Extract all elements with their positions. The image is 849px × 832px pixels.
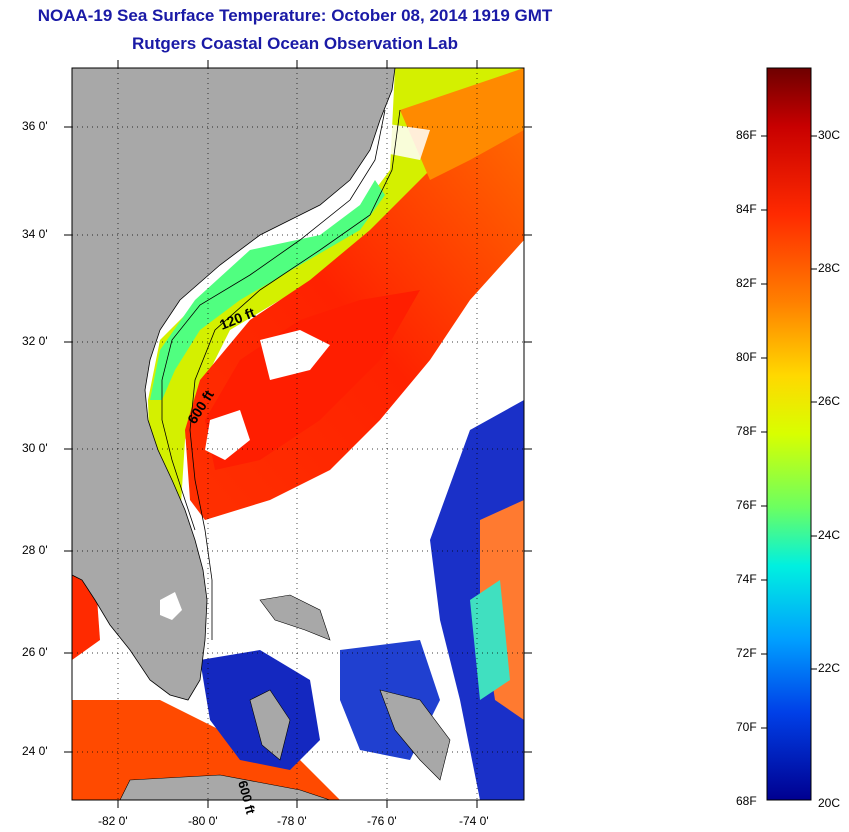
colorbar-f-label: 68F: [736, 794, 757, 808]
axis-ticks: [64, 60, 532, 808]
land-lake: [160, 592, 182, 620]
sst-east-cyan: [470, 580, 510, 700]
colorbar-f-label: 78F: [736, 424, 757, 438]
colorbar-gradient: [766, 67, 812, 801]
colorbar-f-label: 86F: [736, 128, 757, 142]
lon-label: -80 0': [188, 814, 218, 828]
colorbar-c-label: 24C: [818, 528, 841, 542]
lon-label: -76 0': [367, 814, 397, 828]
sst-warm-core: [205, 290, 420, 470]
colorbar-f-label: 84F: [736, 202, 757, 216]
lon-label: -78 0': [277, 814, 307, 828]
colorbar-f-label: 82F: [736, 276, 757, 290]
land-cuba: [119, 774, 331, 800]
sst-keys-warm: [72, 700, 340, 800]
lat-label: 26 0': [22, 645, 48, 659]
cloud-gap: [205, 410, 250, 460]
colorbar-c-label: 28C: [818, 261, 841, 275]
colorbar-c-label: 26C: [818, 394, 841, 408]
isobath-600ft: [189, 109, 401, 640]
colorbar-f-label: 70F: [736, 720, 757, 734]
colorbar-f-label: 80F: [736, 350, 757, 364]
lon-label: -82 0': [98, 814, 128, 828]
land-bahamas: [259, 594, 331, 641]
colorbar-f-label: 76F: [736, 498, 757, 512]
graticule: [72, 68, 524, 800]
colorbar-c-label: 30C: [818, 128, 841, 142]
lat-label: 36 0': [22, 119, 48, 133]
cloud-gap: [360, 120, 430, 160]
lat-label: 34 0': [22, 227, 48, 241]
sst-offshore-orange: [400, 68, 524, 180]
land-bahamas: [249, 689, 291, 761]
colorbar-ticks: [761, 135, 817, 729]
sst-coastal-green: [150, 180, 385, 400]
isobath-120ft: [161, 109, 386, 531]
colorbar-f-label: 74F: [736, 572, 757, 586]
map-subtitle: Rutgers Coastal Ocean Observation Lab: [132, 34, 458, 53]
colorbar-f-label: 72F: [736, 646, 757, 660]
colorbar-c-label: 20C: [818, 796, 841, 810]
lon-label: -74 0': [459, 814, 489, 828]
cloud-gap: [260, 330, 330, 380]
lat-label: 30 0': [22, 441, 48, 455]
land-us-coast: [72, 68, 396, 701]
lat-label: 24 0': [22, 744, 48, 758]
colorbar-c-label: 22C: [818, 661, 841, 675]
map-title: NOAA-19 Sea Surface Temperature: October…: [37, 6, 553, 25]
lat-label: 32 0': [22, 334, 48, 348]
land-bahamas: [379, 689, 451, 781]
map-frame: [71, 67, 525, 801]
lat-label: 28 0': [22, 543, 48, 557]
